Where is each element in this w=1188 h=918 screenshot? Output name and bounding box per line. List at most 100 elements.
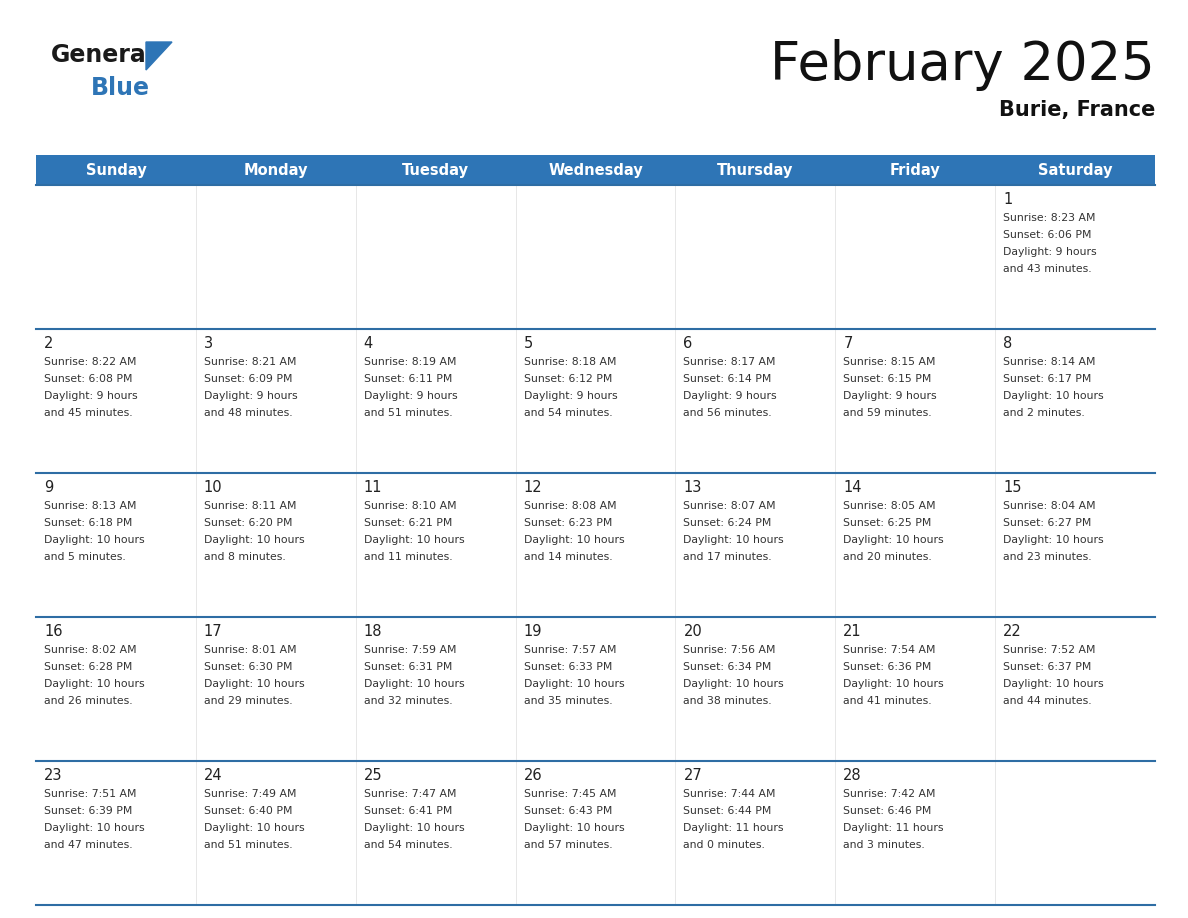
Bar	[676, 761, 835, 905]
Text: Sunset: 6:28 PM: Sunset: 6:28 PM	[44, 662, 132, 672]
Text: and 29 minutes.: and 29 minutes.	[204, 696, 292, 706]
Text: Sunset: 6:37 PM: Sunset: 6:37 PM	[1003, 662, 1092, 672]
Text: Daylight: 10 hours: Daylight: 10 hours	[204, 823, 304, 833]
Text: and 26 minutes.: and 26 minutes.	[44, 696, 133, 706]
Bar	[835, 617, 996, 761]
Bar	[36, 617, 196, 761]
Text: Daylight: 10 hours: Daylight: 10 hours	[1003, 679, 1104, 689]
Text: and 14 minutes.: and 14 minutes.	[524, 552, 612, 562]
Text: 15: 15	[1003, 479, 1022, 495]
Text: and 0 minutes.: and 0 minutes.	[683, 840, 765, 850]
Text: Daylight: 10 hours: Daylight: 10 hours	[843, 679, 944, 689]
Text: General: General	[51, 43, 154, 67]
Text: Sunrise: 8:13 AM: Sunrise: 8:13 AM	[44, 501, 137, 511]
Text: Sunset: 6:09 PM: Sunset: 6:09 PM	[204, 374, 292, 384]
Text: and 54 minutes.: and 54 minutes.	[524, 408, 612, 418]
Text: and 32 minutes.: and 32 minutes.	[364, 696, 453, 706]
Text: Sunrise: 8:07 AM: Sunrise: 8:07 AM	[683, 501, 776, 511]
Bar	[516, 617, 676, 761]
Text: Sunset: 6:39 PM: Sunset: 6:39 PM	[44, 806, 132, 816]
Bar	[516, 329, 676, 473]
Bar	[355, 617, 516, 761]
Text: Daylight: 10 hours: Daylight: 10 hours	[364, 535, 465, 545]
Text: and 44 minutes.: and 44 minutes.	[1003, 696, 1092, 706]
Bar	[36, 155, 196, 185]
Text: Sunrise: 8:01 AM: Sunrise: 8:01 AM	[204, 645, 297, 655]
Text: Sunset: 6:15 PM: Sunset: 6:15 PM	[843, 374, 931, 384]
Text: and 41 minutes.: and 41 minutes.	[843, 696, 931, 706]
Text: and 45 minutes.: and 45 minutes.	[44, 408, 133, 418]
Text: Wednesday: Wednesday	[548, 162, 643, 177]
Text: 16: 16	[44, 623, 63, 639]
Text: Sunrise: 7:56 AM: Sunrise: 7:56 AM	[683, 645, 776, 655]
Text: Sunrise: 8:10 AM: Sunrise: 8:10 AM	[364, 501, 456, 511]
Text: Sunrise: 8:17 AM: Sunrise: 8:17 AM	[683, 357, 776, 367]
Bar	[835, 155, 996, 185]
Text: Daylight: 9 hours: Daylight: 9 hours	[364, 391, 457, 401]
Text: Sunrise: 8:05 AM: Sunrise: 8:05 AM	[843, 501, 936, 511]
Text: Daylight: 10 hours: Daylight: 10 hours	[843, 535, 944, 545]
Text: and 5 minutes.: and 5 minutes.	[44, 552, 126, 562]
Bar	[996, 617, 1155, 761]
Text: Tuesday: Tuesday	[403, 162, 469, 177]
Text: Sunrise: 8:08 AM: Sunrise: 8:08 AM	[524, 501, 617, 511]
Text: Daylight: 10 hours: Daylight: 10 hours	[683, 679, 784, 689]
Text: and 2 minutes.: and 2 minutes.	[1003, 408, 1085, 418]
Bar	[196, 185, 355, 329]
Bar	[516, 185, 676, 329]
Text: Sunset: 6:11 PM: Sunset: 6:11 PM	[364, 374, 453, 384]
Text: Daylight: 10 hours: Daylight: 10 hours	[683, 535, 784, 545]
Text: Sunset: 6:36 PM: Sunset: 6:36 PM	[843, 662, 931, 672]
Text: Sunset: 6:30 PM: Sunset: 6:30 PM	[204, 662, 292, 672]
Text: Daylight: 10 hours: Daylight: 10 hours	[524, 535, 624, 545]
Bar	[196, 155, 355, 185]
Text: Burie, France: Burie, France	[999, 100, 1155, 120]
Text: Sunrise: 7:49 AM: Sunrise: 7:49 AM	[204, 789, 296, 799]
Text: Daylight: 10 hours: Daylight: 10 hours	[1003, 535, 1104, 545]
Text: Sunrise: 8:15 AM: Sunrise: 8:15 AM	[843, 357, 936, 367]
Bar	[36, 473, 196, 617]
Text: and 51 minutes.: and 51 minutes.	[364, 408, 453, 418]
Bar	[36, 329, 196, 473]
Text: Sunset: 6:46 PM: Sunset: 6:46 PM	[843, 806, 931, 816]
Text: Sunset: 6:25 PM: Sunset: 6:25 PM	[843, 518, 931, 528]
Text: and 23 minutes.: and 23 minutes.	[1003, 552, 1092, 562]
Text: Blue: Blue	[91, 76, 150, 100]
Text: 4: 4	[364, 335, 373, 351]
Text: 9: 9	[44, 479, 53, 495]
Text: and 11 minutes.: and 11 minutes.	[364, 552, 453, 562]
Text: Sunset: 6:24 PM: Sunset: 6:24 PM	[683, 518, 772, 528]
Text: Sunrise: 7:52 AM: Sunrise: 7:52 AM	[1003, 645, 1095, 655]
Text: Daylight: 9 hours: Daylight: 9 hours	[524, 391, 618, 401]
Text: 24: 24	[204, 767, 222, 782]
Text: and 17 minutes.: and 17 minutes.	[683, 552, 772, 562]
Text: Daylight: 9 hours: Daylight: 9 hours	[683, 391, 777, 401]
Bar	[196, 617, 355, 761]
Text: 27: 27	[683, 767, 702, 782]
Text: 19: 19	[524, 623, 542, 639]
Text: 23: 23	[44, 767, 63, 782]
Text: 26: 26	[524, 767, 542, 782]
Bar	[835, 185, 996, 329]
Text: 5: 5	[524, 335, 533, 351]
Bar	[835, 329, 996, 473]
Bar	[196, 761, 355, 905]
Text: and 59 minutes.: and 59 minutes.	[843, 408, 931, 418]
Text: 2: 2	[44, 335, 53, 351]
Text: and 38 minutes.: and 38 minutes.	[683, 696, 772, 706]
Text: 1: 1	[1003, 192, 1012, 207]
Text: Sunrise: 8:23 AM: Sunrise: 8:23 AM	[1003, 213, 1095, 223]
Text: Sunset: 6:43 PM: Sunset: 6:43 PM	[524, 806, 612, 816]
Bar	[36, 185, 196, 329]
Text: Sunset: 6:06 PM: Sunset: 6:06 PM	[1003, 230, 1092, 240]
Bar	[355, 761, 516, 905]
Text: 14: 14	[843, 479, 861, 495]
Text: 28: 28	[843, 767, 862, 782]
Text: and 35 minutes.: and 35 minutes.	[524, 696, 612, 706]
Bar	[996, 329, 1155, 473]
Text: Sunrise: 8:18 AM: Sunrise: 8:18 AM	[524, 357, 617, 367]
Text: Daylight: 10 hours: Daylight: 10 hours	[44, 823, 145, 833]
Text: and 47 minutes.: and 47 minutes.	[44, 840, 133, 850]
Bar	[516, 155, 676, 185]
Text: Sunrise: 8:14 AM: Sunrise: 8:14 AM	[1003, 357, 1095, 367]
